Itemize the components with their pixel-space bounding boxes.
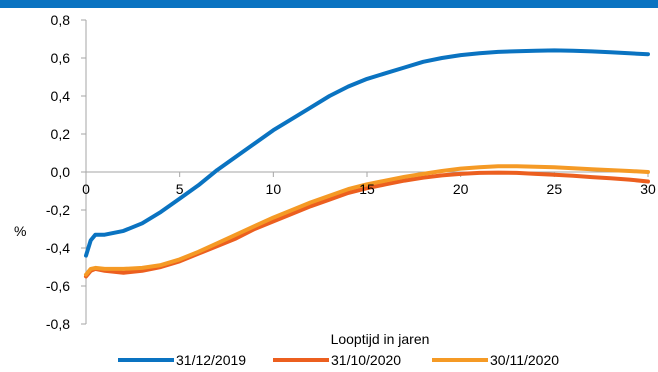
y-tick-label: -0,2 <box>46 202 70 218</box>
x-tick-label: 5 <box>176 181 184 197</box>
legend-label-2: 31/10/2020 <box>331 352 401 368</box>
x-tick-label: 25 <box>547 181 563 197</box>
x-axis-title: Looptijd in jaren <box>331 331 430 347</box>
series-lines <box>84 48 650 279</box>
legend-label-1: 31/12/2019 <box>176 352 246 368</box>
x-tick-label: 15 <box>359 181 375 197</box>
x-tick-label: 10 <box>266 181 282 197</box>
y-tick-label: 0,6 <box>51 50 71 66</box>
y-tick-label: 0,2 <box>51 126 71 142</box>
y-tick-label: 0,8 <box>51 12 71 28</box>
x-tick-label: 0 <box>82 181 90 197</box>
x-tick-label: 30 <box>640 181 656 197</box>
y-tick-label: 0,0 <box>51 164 71 180</box>
y-tick-label: 0,4 <box>51 88 71 104</box>
series-line-2 <box>84 170 650 279</box>
legend-label-3: 30/11/2020 <box>490 352 559 368</box>
y-tick-label: -0,4 <box>46 240 70 256</box>
series-line-1 <box>84 48 650 258</box>
legend: 31/12/2019 31/10/2020 30/11/2020 <box>118 352 559 368</box>
x-tick-label: 20 <box>453 181 469 197</box>
y-tick-label: -0,8 <box>46 316 70 332</box>
tick-labels: 0,8 0,6 0,4 0,2 0,0 -0,2 -0,4 -0,6 -0,8 0 5 10 15 20 2… <box>46 12 656 332</box>
y-axis-title: % <box>14 223 26 239</box>
axes <box>81 19 649 325</box>
series-line-3 <box>84 164 650 277</box>
header-banner <box>0 0 658 8</box>
y-tick-label: -0,6 <box>46 278 70 294</box>
